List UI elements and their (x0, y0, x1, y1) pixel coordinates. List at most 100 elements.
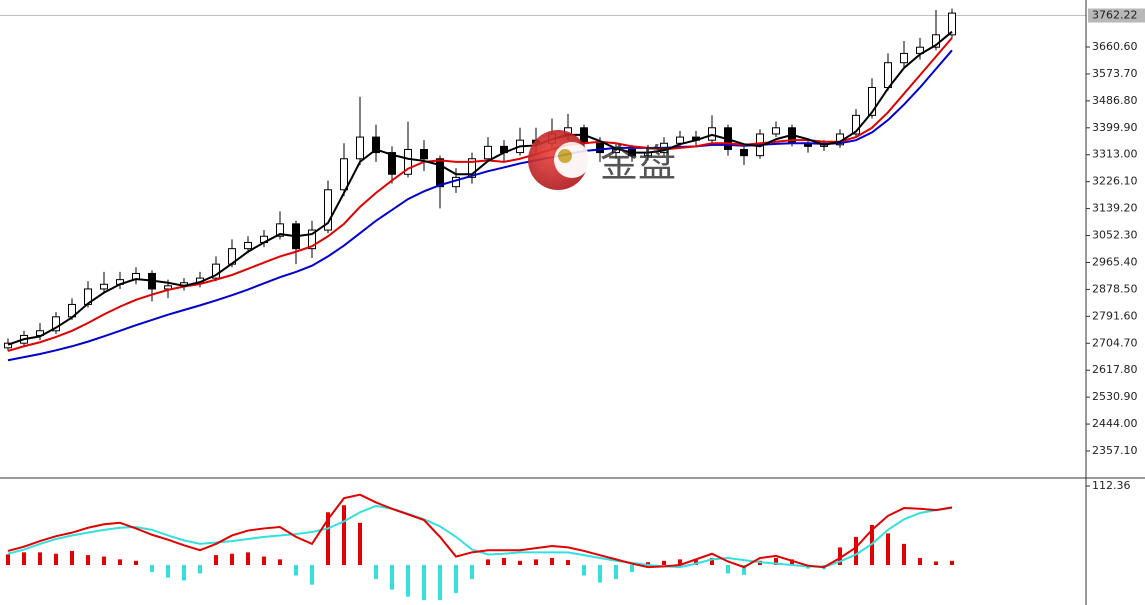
histogram-bar (454, 564, 458, 594)
histogram-bar (310, 564, 314, 585)
candle-body (388, 152, 396, 175)
histogram-bar (246, 552, 250, 565)
watermark-logo: 金盘 (528, 130, 676, 190)
histogram-bar (182, 564, 186, 581)
histogram-bar (790, 559, 794, 565)
candle-body (404, 148, 412, 175)
histogram-bar (198, 564, 202, 574)
candle-body (52, 316, 60, 332)
histogram-bar (614, 564, 618, 580)
y-tick-label: 2878.50 (1092, 282, 1138, 295)
candle-body (596, 142, 604, 154)
macd-line (7, 493, 953, 569)
last-price-label: 3762.22 (1092, 9, 1138, 22)
histogram-bar (502, 557, 506, 565)
y-tick-label: 2704.70 (1092, 336, 1138, 349)
histogram-bar (518, 560, 522, 565)
candle-body (852, 114, 860, 135)
histogram-bar (710, 557, 714, 565)
moving-average (7, 37, 953, 352)
histogram-bar (598, 564, 602, 583)
histogram-bar (950, 560, 954, 565)
histogram-bar (262, 556, 266, 565)
candle-body (308, 229, 316, 250)
y-tick-label: 3573.70 (1092, 67, 1138, 80)
y-tick-label: 3399.90 (1092, 121, 1138, 134)
histogram-bar (646, 562, 650, 565)
moving-average (7, 30, 953, 346)
histogram-bar (838, 547, 842, 565)
histogram-bar (726, 564, 730, 574)
y-tick-label: 2357.10 (1092, 444, 1138, 457)
y-tick-label: 2617.80 (1092, 363, 1138, 376)
candle-body (340, 158, 348, 191)
histogram-bar (662, 560, 666, 565)
y-tick-label: 3052.30 (1092, 229, 1138, 242)
watermark: 金盘 (600, 142, 676, 186)
candle-body (372, 136, 380, 154)
candle-body (740, 148, 748, 157)
candle-body (436, 158, 444, 188)
histogram-bar (102, 556, 106, 565)
histogram-bar (390, 564, 394, 590)
histogram-bar (742, 564, 746, 575)
candle-body (4, 342, 12, 349)
y-tick-label: 2530.90 (1092, 390, 1138, 403)
histogram-bar (86, 555, 90, 565)
histogram-bar (342, 505, 346, 565)
histogram-bar (854, 536, 858, 565)
histogram-bar (470, 564, 474, 580)
histogram-bar (166, 564, 170, 578)
histogram-bar (358, 522, 362, 565)
candle-body (484, 145, 492, 160)
candle-body (212, 263, 220, 279)
histogram-bar (582, 564, 586, 576)
y-tick-label: 2791.60 (1092, 309, 1138, 322)
histogram-bar (118, 559, 122, 565)
histogram-bar (902, 543, 906, 565)
y-tick-label: 3486.80 (1092, 94, 1138, 107)
macd-panel: 112.36 (6, 479, 1131, 601)
candle-body (100, 283, 108, 290)
histogram-bar (6, 554, 10, 565)
candle-body (676, 136, 684, 144)
y-tick-label: 3313.00 (1092, 148, 1138, 161)
histogram-bar (134, 560, 138, 565)
histogram-bar (886, 533, 890, 565)
histogram-bar (566, 560, 570, 565)
logo-dot (558, 149, 572, 163)
y-tick-label: 3226.10 (1092, 175, 1138, 188)
histogram-bar (438, 564, 442, 601)
histogram-bar (550, 557, 554, 565)
candle-body (356, 136, 364, 160)
candle-body (948, 12, 956, 36)
histogram-bar (422, 564, 426, 601)
y-tick-label: 112.36 (1092, 479, 1131, 492)
candle-body (276, 223, 284, 237)
histogram-bar (630, 564, 634, 573)
candle-body (468, 158, 476, 178)
candle-body (324, 189, 332, 231)
histogram-bar (214, 555, 218, 565)
histogram-bar (54, 553, 58, 565)
y-tick-label: 3660.60 (1092, 40, 1138, 53)
y-tick-label: 3139.20 (1092, 202, 1138, 215)
histogram-bar (278, 559, 282, 565)
price-panel: 3660.60 3573.70 3486.80 3399.90 3313.00 3226.… (0, 8, 1145, 457)
histogram-bar (406, 564, 410, 597)
last-price-box (1088, 8, 1145, 23)
y-tick-label: 2444.00 (1092, 417, 1138, 430)
histogram-bar (230, 553, 234, 565)
candle-body (420, 148, 428, 160)
histogram-bar (22, 552, 26, 565)
candle-body (244, 241, 252, 250)
histogram-bar (534, 559, 538, 565)
histogram-bar (374, 564, 378, 580)
histogram-bar (694, 560, 698, 565)
histogram-bar (150, 564, 154, 573)
candle-body (772, 127, 780, 135)
histogram-bar (38, 552, 42, 565)
